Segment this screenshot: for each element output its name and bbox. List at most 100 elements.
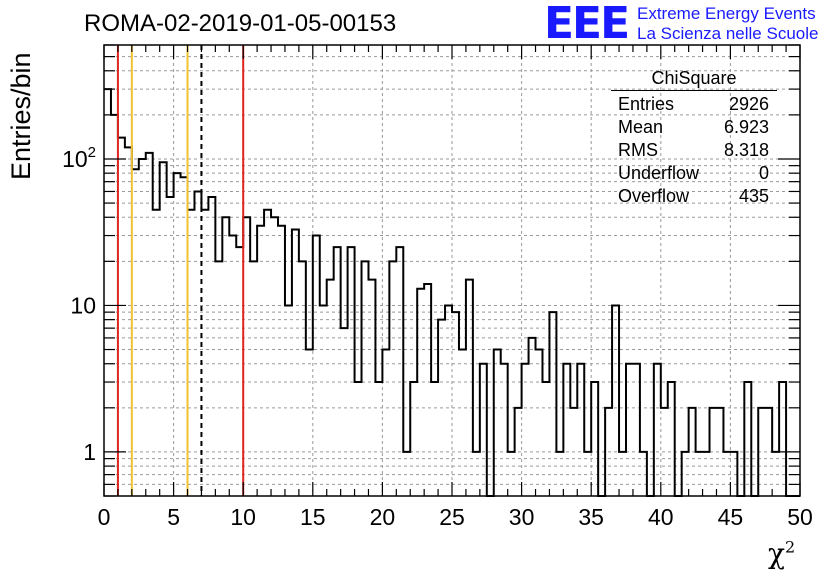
histogram-bin	[577, 364, 584, 496]
histogram-bin	[480, 364, 487, 496]
histogram-bin	[410, 382, 417, 496]
histogram-bin	[250, 261, 257, 496]
histogram-bin	[174, 173, 181, 496]
histogram-bin	[181, 177, 188, 496]
histogram-bin	[320, 305, 327, 496]
histogram-bin	[494, 350, 501, 496]
x-tick-label: 25	[439, 504, 465, 530]
x-tick-label: 50	[787, 504, 813, 530]
histogram-bin	[522, 364, 529, 496]
histogram-bin	[536, 350, 543, 496]
axes: 0 5 10 15 20 25 30 35 40 45 50 1 10 102	[62, 44, 813, 530]
histogram-bin	[654, 364, 661, 496]
histogram-bin	[403, 452, 410, 496]
histogram-bin	[194, 191, 201, 496]
stats-value: 6.923	[723, 117, 769, 137]
histogram-bin	[716, 408, 723, 496]
histogram-bin	[723, 452, 730, 496]
histogram-bin	[758, 408, 765, 496]
histogram-bin	[348, 247, 355, 496]
x-axis-label-superscript: 2	[784, 537, 796, 557]
x-tick-label: 45	[718, 504, 744, 530]
histogram-bin	[682, 452, 689, 496]
histogram-bin	[292, 229, 299, 496]
histogram-bin	[104, 89, 111, 496]
histogram-bin	[201, 210, 208, 496]
x-tick-label: 40	[648, 504, 674, 530]
histogram-bin	[730, 452, 737, 496]
histogram-bin	[118, 138, 125, 496]
histogram-bin	[668, 382, 675, 496]
stats-row-entries: Entries 2926	[611, 93, 777, 116]
histogram-bin	[779, 382, 786, 496]
histogram-outline	[104, 88, 800, 497]
histogram-bin	[452, 312, 459, 496]
histogram-bin	[278, 226, 285, 496]
histogram-bin	[459, 350, 466, 496]
histogram-bin	[765, 408, 772, 496]
histogram-bin	[125, 147, 132, 496]
histogram-bin	[306, 350, 313, 496]
histogram-bin	[584, 452, 591, 496]
stats-row-rms: RMS 8.318	[611, 139, 777, 162]
histogram-bin	[229, 236, 236, 496]
stats-value: 435	[738, 186, 769, 206]
histogram-bin	[146, 153, 153, 496]
y-axis-label: Entries/bin	[6, 52, 36, 180]
histogram-bin	[368, 280, 375, 496]
reference-lines	[116, 45, 245, 496]
y-tick-label: 102	[62, 144, 96, 172]
histogram-bin	[389, 261, 396, 496]
stats-row-overflow: Overflow 435	[611, 185, 777, 208]
histogram-bin	[703, 452, 710, 496]
histogram-bin	[355, 382, 362, 496]
histogram-bin	[208, 197, 215, 496]
histogram-bin	[153, 210, 160, 496]
histogram-bin	[271, 217, 278, 496]
histogram-bin	[445, 305, 452, 496]
histogram-bin	[570, 408, 577, 496]
grid-lines	[104, 45, 800, 496]
stats-value: 8.318	[723, 140, 769, 160]
x-tick-label: 10	[230, 504, 256, 530]
stats-value: 2926	[728, 94, 769, 114]
histogram-bin	[556, 452, 563, 496]
histogram-bin	[605, 408, 612, 496]
stats-value: 0	[758, 163, 769, 183]
stats-label: Underflow	[618, 163, 700, 183]
histogram-bin	[132, 169, 139, 496]
histogram-bin	[382, 350, 389, 496]
stats-label: Entries	[618, 94, 675, 114]
histogram-bin	[396, 247, 403, 496]
histogram-bin	[264, 210, 271, 496]
histogram-bin	[375, 382, 382, 496]
x-tick-label: 30	[509, 504, 535, 530]
histogram-bin	[222, 217, 229, 496]
histogram-bin	[626, 364, 633, 496]
stats-title: ChiSquare	[611, 68, 777, 91]
stats-label: RMS	[618, 140, 658, 160]
histogram-bin	[710, 408, 717, 496]
histogram-bin	[640, 452, 647, 496]
histogram-bin	[334, 247, 341, 496]
histogram-bin	[542, 382, 549, 496]
histogram-bin	[431, 382, 438, 496]
histogram-bin	[515, 408, 522, 496]
histogram-bin	[243, 217, 250, 496]
y-tick-label: 1	[83, 439, 96, 465]
histogram-bin	[417, 289, 424, 496]
histogram-bin	[508, 452, 515, 496]
histogram-bin	[285, 305, 292, 496]
stats-row-underflow: Underflow 0	[611, 162, 777, 185]
histogram-bin	[236, 247, 243, 496]
histogram-bin	[744, 382, 751, 496]
histogram-bin	[327, 280, 334, 496]
histogram-bin	[139, 159, 146, 496]
histogram-bin	[563, 364, 570, 496]
histogram-bin	[661, 408, 668, 496]
histogram-bin	[438, 320, 445, 496]
histogram-bin	[341, 328, 348, 496]
eee-logo: EEE	[544, 0, 630, 49]
histogram-bin	[612, 305, 619, 496]
x-axis-label: χ2	[768, 537, 795, 570]
